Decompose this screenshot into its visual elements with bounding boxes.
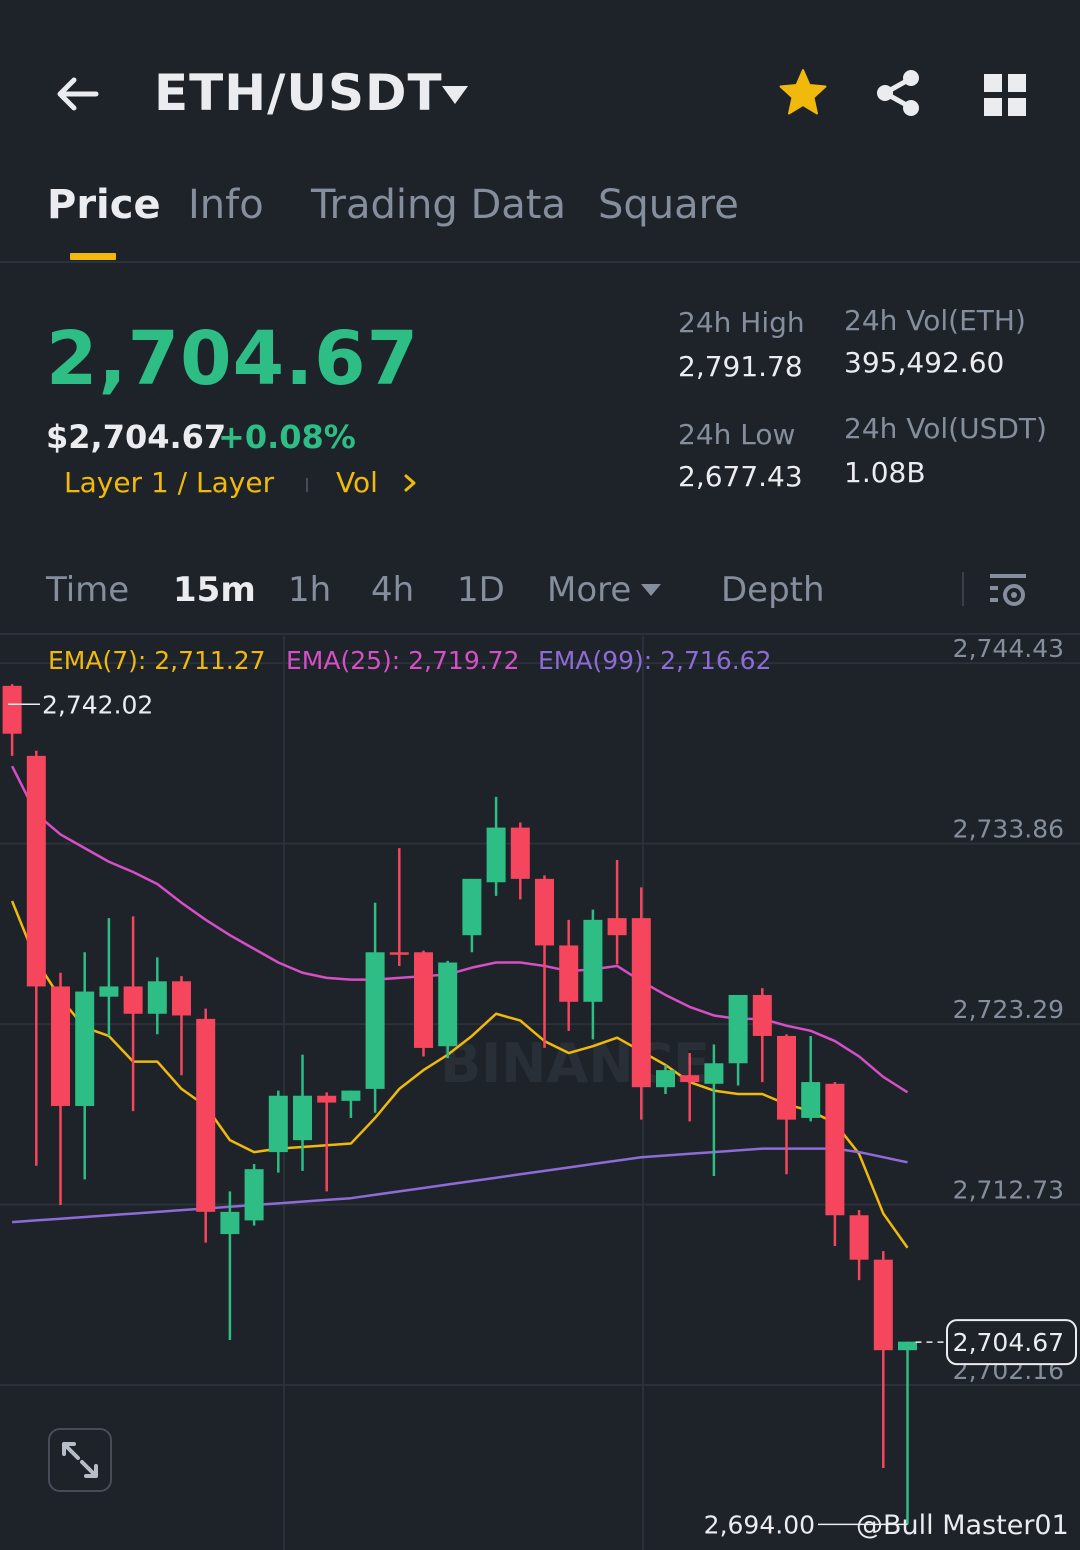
ema-line: [12, 1147, 908, 1224]
chevron-right-icon[interactable]: [400, 472, 420, 494]
fullscreen-button[interactable]: [48, 1428, 112, 1492]
stat-vol-eth-value: 395,492.60: [844, 346, 1005, 379]
pair-title[interactable]: ETH/USDT: [154, 64, 443, 122]
active-tab-indicator: [70, 253, 116, 260]
tab-divider: [0, 261, 1080, 263]
ema7-legend: EMA(7): 2,711.27: [48, 646, 266, 675]
candle-body: [147, 981, 167, 1014]
candle-body: [607, 918, 627, 936]
candle-body: [293, 1095, 312, 1141]
user-watermark: @Bull Master01: [856, 1510, 1069, 1541]
grid-icon[interactable]: [980, 70, 1030, 120]
candle-body: [196, 1018, 216, 1212]
candle-body: [341, 1090, 361, 1101]
vol-tag[interactable]: Vol: [336, 466, 378, 499]
tab-price[interactable]: Price: [47, 182, 161, 228]
share-icon[interactable]: [872, 66, 926, 120]
interval-divider: [0, 633, 1080, 635]
candle-body: [220, 1211, 240, 1235]
candle-body: [752, 994, 772, 1036]
candle-body: [559, 945, 579, 1002]
candle-body: [462, 878, 482, 936]
arrow-left-icon: [57, 77, 99, 111]
candle-body: [728, 994, 748, 1064]
candle-body: [825, 1083, 845, 1216]
candle-body: [51, 986, 70, 1106]
tab-trading-data[interactable]: Trading Data: [311, 182, 566, 228]
last-price: 2,704.67: [46, 316, 420, 402]
y-axis-tick-label: 2,744.43: [953, 634, 1064, 663]
candle-body: [680, 1075, 700, 1083]
ema-line: [10, 900, 909, 1249]
stat-low-value: 2,677.43: [678, 460, 803, 493]
last-price-tag-label: 2,704.67: [953, 1328, 1064, 1357]
candle-body: [873, 1259, 893, 1351]
candle-body: [414, 952, 433, 1048]
candle-body: [486, 827, 506, 883]
candle-body: [317, 1095, 337, 1103]
stat-vol-usdt-label: 24h Vol(USDT): [844, 412, 1047, 445]
tag-separator: [306, 478, 308, 492]
ema25-legend: EMA(25): 2,719.72: [286, 646, 520, 675]
caret-down-icon[interactable]: [440, 82, 470, 108]
stat-low-label: 24h Low: [678, 418, 796, 451]
candle-body: [656, 1070, 675, 1088]
candle-body: [801, 1082, 821, 1118]
candle-body: [75, 991, 95, 1106]
candle-body: [172, 981, 191, 1016]
y-axis-tick-label: 2,733.86: [953, 815, 1064, 844]
stat-vol-eth-label: 24h Vol(ETH): [844, 304, 1026, 337]
caret-down-icon[interactable]: [640, 582, 662, 598]
star-icon[interactable]: [776, 66, 830, 120]
candle-body: [268, 1095, 288, 1153]
y-axis-tick-label: 2,712.73: [953, 1176, 1064, 1205]
candle-body: [583, 919, 603, 1002]
candle-body: [26, 755, 46, 987]
candle-body: [123, 986, 143, 1014]
stat-vol-usdt-value: 1.08B: [844, 456, 926, 489]
candle-body: [631, 918, 651, 1088]
tab-depth[interactable]: Depth: [721, 570, 825, 610]
candlestick-chart[interactable]: BINANCE 2,742.022,694.00 2,744.432,733.8…: [0, 634, 1080, 1550]
price-change-percent: +0.08%: [218, 418, 356, 456]
interval-1d[interactable]: 1D: [457, 570, 505, 610]
category-tag[interactable]: Layer 1 / Layer: [64, 466, 275, 499]
ema99-legend: EMA(99): 2,716.62: [538, 646, 772, 675]
candle-body: [535, 878, 554, 946]
candle-body: [389, 952, 409, 955]
candle-body: [898, 1341, 917, 1351]
candle-body: [99, 986, 119, 997]
candle-body: [244, 1169, 264, 1221]
candle-body: [438, 962, 458, 1047]
interval-15m[interactable]: 15m: [173, 570, 256, 610]
expand-icon: [62, 1442, 98, 1478]
candle-body: [849, 1215, 869, 1260]
last-price-tag: [946, 1319, 1077, 1366]
stat-high-value: 2,791.78: [678, 350, 803, 383]
tab-info[interactable]: Info: [188, 182, 264, 228]
low-marker-label: 2,694.00: [704, 1510, 815, 1539]
interval-separator: [962, 572, 964, 606]
tab-square[interactable]: Square: [598, 182, 739, 228]
interval-4h[interactable]: 4h: [371, 570, 415, 610]
usd-price: $2,704.67: [46, 418, 227, 456]
candle-body: [2, 685, 22, 734]
interval-1h[interactable]: 1h: [288, 570, 332, 610]
candle-body: [365, 952, 385, 1089]
back-button[interactable]: [48, 62, 104, 126]
interval-time[interactable]: Time: [46, 570, 130, 610]
candle-body: [510, 827, 530, 879]
candle-body: [704, 1063, 724, 1084]
y-axis-tick-label: 2,723.29: [953, 995, 1064, 1024]
interval-more[interactable]: More: [547, 570, 632, 610]
stat-high-label: 24h High: [678, 306, 805, 339]
high-marker-label: 2,742.02: [42, 690, 153, 719]
candle-body: [777, 1035, 796, 1120]
chart-settings-icon[interactable]: [986, 568, 1030, 612]
